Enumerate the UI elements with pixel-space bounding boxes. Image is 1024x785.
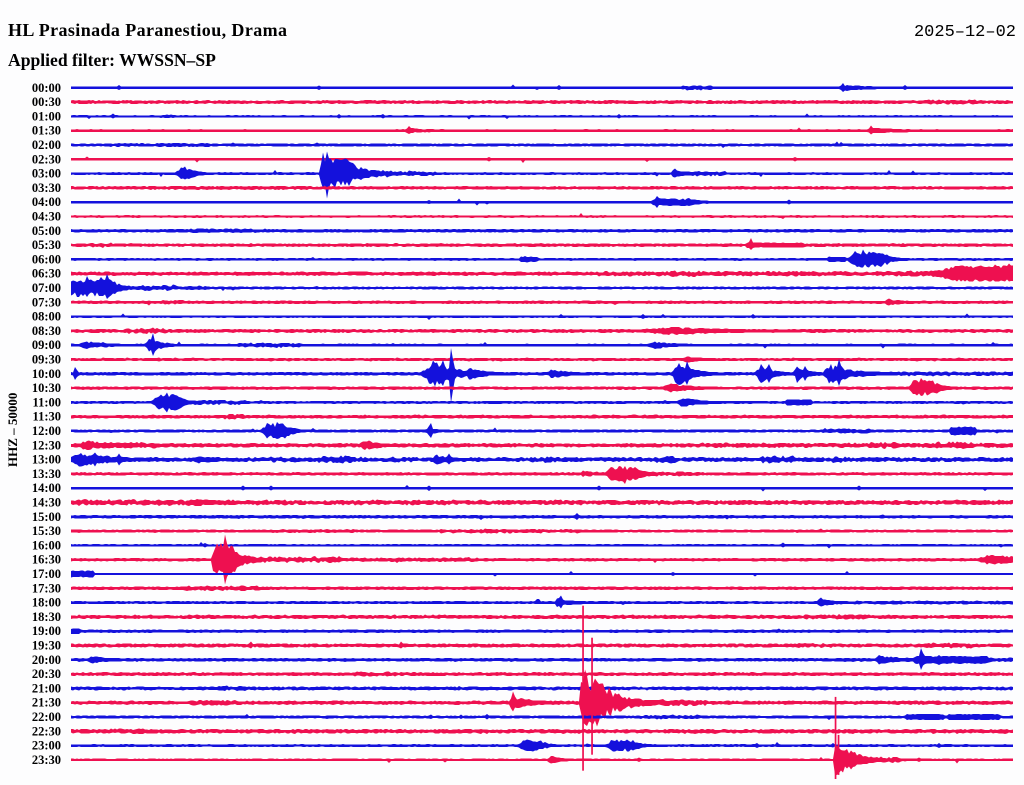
svg-text:22:00: 22:00	[32, 710, 61, 724]
svg-text:23:00: 23:00	[32, 739, 61, 753]
svg-text:04:00: 04:00	[32, 195, 61, 209]
svg-text:Applied filter: WWSSN–SP: Applied filter: WWSSN–SP	[8, 50, 216, 70]
svg-text:13:00: 13:00	[32, 453, 61, 467]
svg-text:05:30: 05:30	[32, 238, 61, 252]
svg-text:03:30: 03:30	[32, 181, 61, 195]
svg-text:12:00: 12:00	[32, 424, 61, 438]
svg-text:05:00: 05:00	[32, 224, 61, 238]
svg-text:14:30: 14:30	[32, 496, 61, 510]
svg-text:01:00: 01:00	[32, 109, 61, 123]
svg-text:15:00: 15:00	[32, 510, 61, 524]
svg-text:21:00: 21:00	[32, 681, 61, 695]
svg-text:HL Prasinada Paranestiou, Dram: HL Prasinada Paranestiou, Drama	[8, 20, 287, 40]
svg-text:20:30: 20:30	[32, 667, 61, 681]
svg-text:22:30: 22:30	[32, 724, 61, 738]
svg-text:10:00: 10:00	[32, 367, 61, 381]
svg-text:02:30: 02:30	[32, 152, 61, 166]
svg-text:01:30: 01:30	[32, 124, 61, 138]
svg-text:07:30: 07:30	[32, 295, 61, 309]
svg-text:19:30: 19:30	[32, 639, 61, 653]
svg-text:16:30: 16:30	[32, 553, 61, 567]
svg-text:06:00: 06:00	[32, 252, 61, 266]
svg-text:00:30: 00:30	[32, 95, 61, 109]
svg-text:19:00: 19:00	[32, 624, 61, 638]
svg-text:08:30: 08:30	[32, 324, 61, 338]
svg-text:08:00: 08:00	[32, 310, 61, 324]
svg-text:HHZ – 50000: HHZ – 50000	[5, 393, 20, 467]
svg-text:17:30: 17:30	[32, 581, 61, 595]
svg-text:11:30: 11:30	[33, 410, 61, 424]
svg-text:09:00: 09:00	[32, 338, 61, 352]
svg-text:18:00: 18:00	[32, 596, 61, 610]
svg-text:13:30: 13:30	[32, 467, 61, 481]
svg-text:06:30: 06:30	[32, 267, 61, 281]
svg-text:07:00: 07:00	[32, 281, 61, 295]
svg-text:10:30: 10:30	[32, 381, 61, 395]
svg-text:12:30: 12:30	[32, 438, 61, 452]
svg-text:03:00: 03:00	[32, 167, 61, 181]
svg-text:20:00: 20:00	[32, 653, 61, 667]
svg-text:18:30: 18:30	[32, 610, 61, 624]
svg-text:11:00: 11:00	[33, 395, 61, 409]
svg-text:04:30: 04:30	[32, 210, 61, 224]
svg-text:09:30: 09:30	[32, 353, 61, 367]
svg-text:00:00: 00:00	[32, 81, 61, 95]
svg-text:21:30: 21:30	[32, 696, 61, 710]
svg-text:2025–12–02: 2025–12–02	[914, 23, 1016, 42]
svg-text:15:30: 15:30	[32, 524, 61, 538]
svg-text:14:00: 14:00	[32, 481, 61, 495]
svg-text:23:30: 23:30	[32, 753, 61, 767]
svg-text:17:00: 17:00	[32, 567, 61, 581]
svg-text:16:00: 16:00	[32, 538, 61, 552]
svg-text:02:00: 02:00	[32, 138, 61, 152]
